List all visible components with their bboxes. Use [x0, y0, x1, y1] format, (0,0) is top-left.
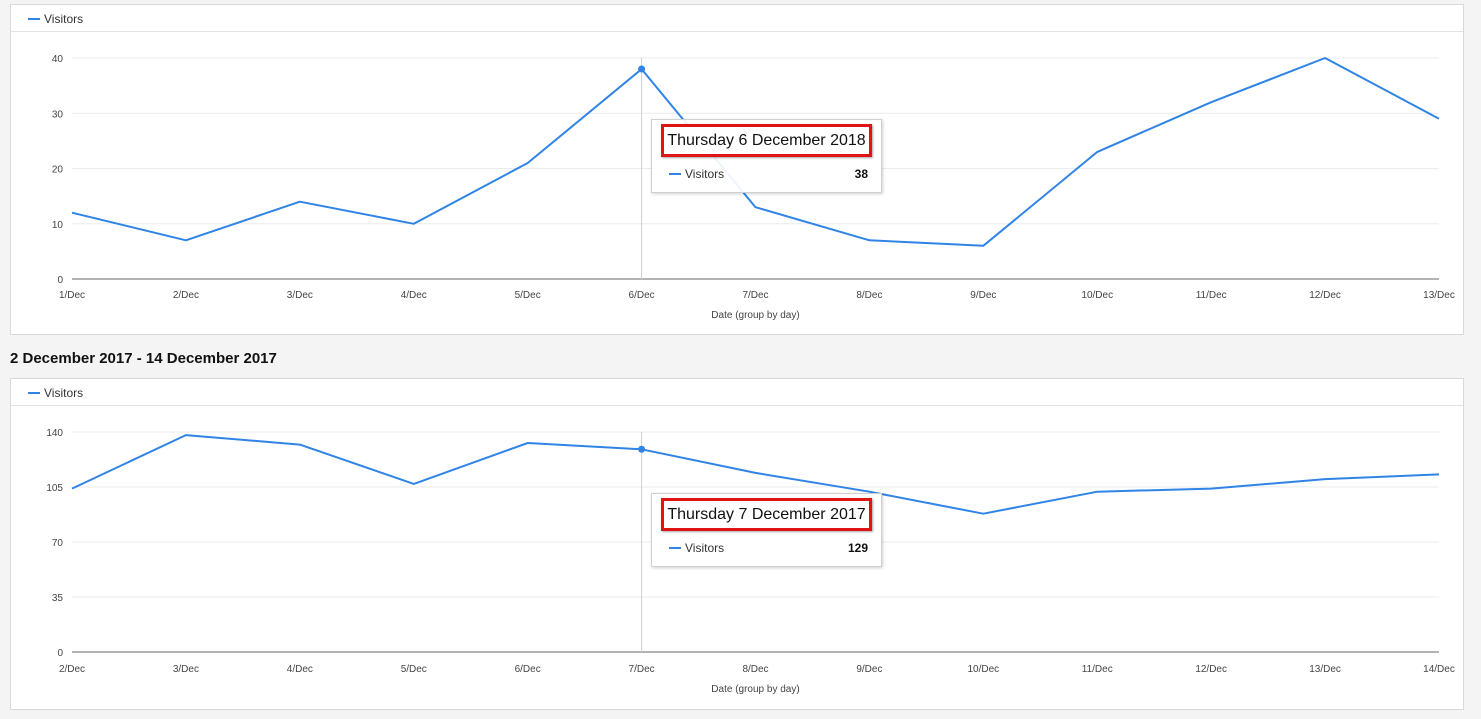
y-tick-label: 140	[46, 428, 63, 439]
x-tick-label: 9/Dec	[970, 290, 996, 301]
tooltip-row: Visitors 38	[669, 167, 868, 181]
x-axis-title: Date (group by day)	[711, 310, 799, 321]
tooltip-title: Thursday 6 December 2018	[661, 124, 872, 157]
x-tick-label: 12/Dec	[1309, 290, 1341, 301]
x-tick-label: 10/Dec	[1081, 290, 1113, 301]
x-tick-label: 5/Dec	[515, 290, 541, 301]
legend-bar: Visitors	[11, 5, 1463, 32]
tooltip-row: Visitors 129	[669, 541, 868, 555]
x-tick-label: 3/Dec	[287, 290, 313, 301]
y-tick-label: 40	[52, 54, 64, 65]
x-tick-label: 11/Dec	[1082, 664, 1113, 675]
legend-item-visitors[interactable]: Visitors	[44, 386, 84, 400]
x-tick-label: 7/Dec	[629, 664, 655, 675]
tooltip-1: Thursday 6 December 2018 Visitors 38	[651, 119, 882, 193]
x-tick-label: 1/Dec	[59, 290, 85, 301]
y-tick-label: 20	[52, 165, 64, 176]
series-line-visitors	[71, 57, 1440, 247]
tooltip-swatch	[669, 547, 681, 549]
x-tick-label: 13/Dec	[1309, 664, 1341, 675]
x-tick-label: 7/Dec	[742, 290, 768, 301]
x-tick-label: 8/Dec	[856, 290, 882, 301]
hover-point	[638, 445, 646, 453]
y-tick-label: 0	[57, 275, 63, 286]
legend-swatch	[28, 18, 40, 20]
tooltip-value: 38	[854, 167, 868, 181]
x-tick-label: 6/Dec	[629, 290, 655, 301]
x-tick-label: 5/Dec	[401, 664, 427, 675]
x-tick-label: 8/Dec	[742, 664, 768, 675]
x-tick-label: 3/Dec	[173, 664, 199, 675]
y-tick-label: 35	[52, 593, 64, 604]
tooltip-swatch	[669, 173, 681, 175]
hover-point	[638, 65, 646, 73]
x-tick-label: 9/Dec	[856, 664, 882, 675]
legend-item-visitors[interactable]: Visitors	[44, 12, 84, 26]
legend-swatch	[28, 392, 40, 394]
tooltip-title: Thursday 7 December 2017	[661, 498, 872, 531]
x-tick-label: 12/Dec	[1195, 664, 1227, 675]
series-line-visitors	[71, 434, 1440, 515]
y-tick-label: 70	[52, 538, 64, 549]
x-tick-label: 10/Dec	[967, 664, 999, 675]
x-tick-label: 4/Dec	[401, 290, 427, 301]
x-tick-label: 2/Dec	[59, 664, 85, 675]
x-axis-title: Date (group by day)	[711, 684, 799, 695]
tooltip-series-name: Visitors	[685, 167, 725, 181]
x-tick-label: 11/Dec	[1196, 290, 1227, 301]
legend-bar: Visitors	[11, 379, 1463, 406]
x-tick-label: 4/Dec	[287, 664, 313, 675]
x-tick-label: 14/Dec	[1423, 664, 1455, 675]
y-tick-label: 105	[46, 483, 63, 494]
y-tick-label: 10	[52, 220, 64, 231]
tooltip-value: 129	[847, 541, 868, 555]
tooltip-2: Thursday 7 December 2017 Visitors 129	[651, 493, 882, 567]
x-tick-label: 6/Dec	[515, 664, 541, 675]
y-tick-label: 30	[52, 109, 64, 120]
y-tick-label: 0	[57, 648, 63, 659]
section-title: 2 December 2017 - 14 December 2017	[10, 350, 277, 367]
tooltip-series-name: Visitors	[685, 541, 725, 555]
x-tick-label: 2/Dec	[173, 290, 199, 301]
x-tick-label: 13/Dec	[1423, 290, 1455, 301]
